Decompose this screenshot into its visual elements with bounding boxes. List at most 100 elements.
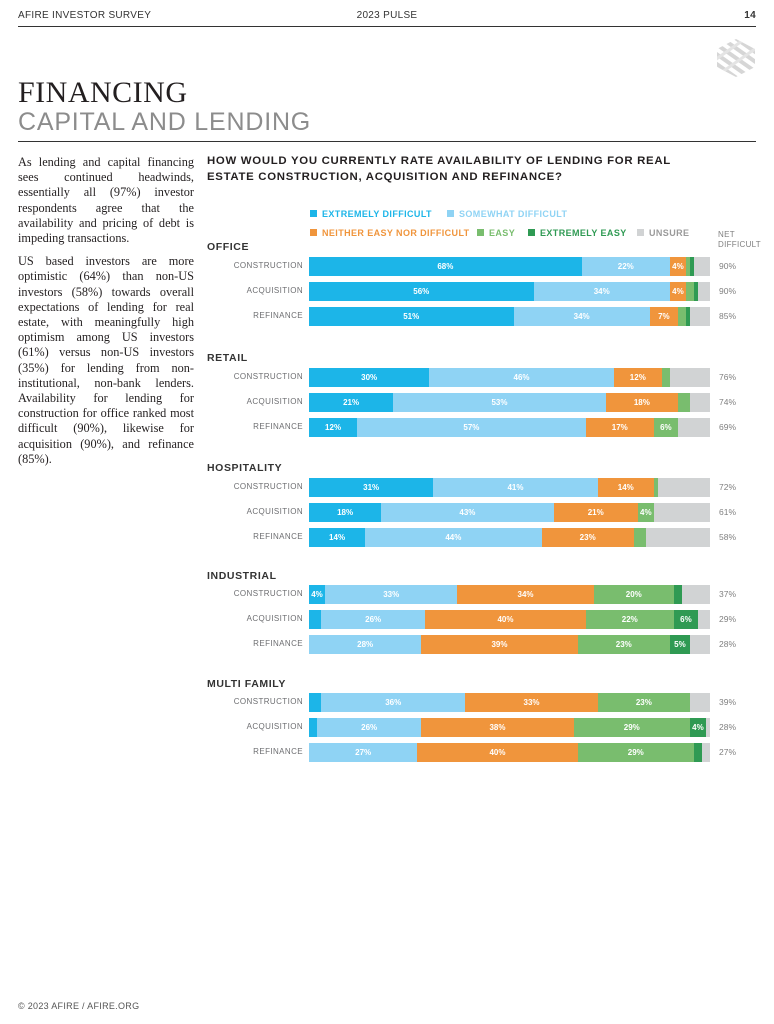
bar-segment: [681, 585, 710, 604]
data-label: 33%: [523, 698, 540, 707]
data-label: 21%: [343, 398, 360, 407]
legend-item-5: UNSURE: [637, 228, 689, 238]
bar-segment: [309, 307, 514, 326]
bar-segment: [417, 743, 578, 762]
legend-swatch: [310, 210, 317, 217]
net-difficult-value: 29%: [719, 614, 737, 624]
bar-segment: [393, 393, 606, 412]
row-label: ACQUISITION: [246, 722, 303, 731]
data-label: 51%: [403, 312, 420, 321]
bar-segment: [689, 393, 710, 412]
bar-segment: [309, 393, 394, 412]
bar-segment: [693, 282, 698, 301]
data-label: 26%: [365, 615, 382, 624]
bar-segment: [309, 743, 418, 762]
bar-segment: [309, 693, 322, 712]
data-label: 14%: [617, 483, 634, 492]
bar-segment: [697, 610, 710, 629]
data-label: 6%: [680, 615, 692, 624]
bar-segment: [433, 478, 598, 497]
bar-segment: [697, 282, 710, 301]
bar-row: 56% 34% 4%: [309, 282, 710, 301]
net-difficult-header: NET DIFFICULT: [718, 230, 761, 250]
legend-item-2: NEITHER EASY NOR DIFFICULT: [310, 228, 470, 238]
bar-segment: [365, 528, 542, 547]
bar-segment: [653, 418, 678, 437]
header-divider: [18, 26, 756, 27]
bar-segment: [633, 528, 646, 547]
bar-segment: [693, 257, 710, 276]
bar-segment: [309, 718, 318, 737]
bar-segment: [573, 718, 690, 737]
data-label: 40%: [497, 615, 514, 624]
bar-segment: [593, 585, 674, 604]
data-label: 14%: [329, 533, 346, 542]
data-label: 31%: [363, 483, 380, 492]
bar-row: 4% 33% 34% 20%: [309, 585, 710, 604]
data-label: 39%: [491, 640, 508, 649]
bar-segment: [457, 585, 594, 604]
row-label: CONSTRUCTION: [233, 482, 303, 491]
sector-title: RETAIL: [207, 352, 248, 364]
data-label: 56%: [413, 287, 430, 296]
bar-segment: [533, 282, 670, 301]
net-difficult-value: 39%: [719, 697, 737, 707]
bar-segment: [581, 257, 670, 276]
data-label: 38%: [489, 723, 506, 732]
legend-label: EASY: [489, 228, 516, 238]
legend-label: SOMEWHAT DIFFICULT: [459, 209, 568, 219]
bar-segment: [613, 368, 662, 387]
data-label: 29%: [623, 723, 640, 732]
bar-segment: [381, 503, 554, 522]
bar-segment: [685, 307, 690, 326]
legend-swatch: [310, 229, 317, 236]
data-label: 57%: [463, 423, 480, 432]
bar-segment: [689, 693, 710, 712]
legend-swatch: [528, 229, 535, 236]
bar-segment: [701, 743, 710, 762]
data-label: 68%: [437, 262, 454, 271]
data-label: 23%: [579, 533, 596, 542]
legend-label: UNSURE: [649, 228, 690, 238]
bar-segment: [677, 418, 710, 437]
row-label: REFINANCE: [253, 532, 303, 541]
bar-row: 27% 40% 29%: [309, 743, 710, 762]
data-label: 4%: [311, 590, 323, 599]
bar-segment: [653, 478, 658, 497]
net-difficult-value: 28%: [719, 722, 737, 732]
data-label: 6%: [660, 423, 672, 432]
data-label: 12%: [629, 373, 646, 382]
bar-segment: [421, 718, 574, 737]
data-label: 5%: [674, 640, 686, 649]
data-label: 26%: [361, 723, 378, 732]
bar-segment: [685, 282, 694, 301]
bar-segment: [309, 585, 326, 604]
bar-segment: [637, 503, 654, 522]
bar-segment: [657, 478, 710, 497]
row-label: REFINANCE: [253, 311, 303, 320]
net-difficult-value: 72%: [719, 482, 737, 492]
bar-segment: [309, 418, 358, 437]
body-paragraph-1: As lending and capital financing sees co…: [18, 155, 194, 246]
data-label: 17%: [611, 423, 628, 432]
net-difficult-value: 74%: [719, 397, 737, 407]
bar-segment: [309, 610, 322, 629]
bar-segment: [597, 693, 690, 712]
legend-swatch: [477, 229, 484, 236]
bar-row: 68% 22% 4%: [309, 257, 710, 276]
bar-segment: [689, 718, 706, 737]
row-label: CONSTRUCTION: [233, 589, 303, 598]
data-label: 36%: [385, 698, 402, 707]
net-difficult-value: 76%: [719, 372, 737, 382]
bar-segment: [585, 418, 654, 437]
body-paragraph-2: US based investors are more optimistic (…: [18, 254, 194, 466]
bar-segment: [669, 635, 690, 654]
data-label: 7%: [658, 312, 670, 321]
row-label: CONSTRUCTION: [233, 261, 303, 270]
chart-title: HOW WOULD YOU CURRENTLY RATE AVAILABILIT…: [207, 155, 671, 183]
bar-segment: [541, 528, 634, 547]
bar-row: 26% 40% 22% 6%: [309, 610, 710, 629]
legend-item-1: SOMEWHAT DIFFICULT: [447, 209, 567, 219]
net-difficult-value: 90%: [719, 261, 737, 271]
data-label: 40%: [489, 748, 506, 757]
